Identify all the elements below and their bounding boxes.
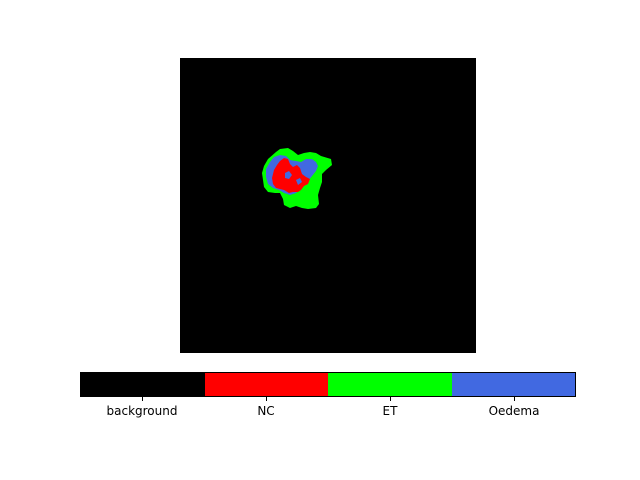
colorbar-label-cell: ET xyxy=(328,397,452,427)
colorbar-tick xyxy=(514,397,515,401)
colorbar-segment-nc xyxy=(204,373,328,396)
colorbar-label-cell: background xyxy=(80,397,204,427)
oedema-islands xyxy=(285,171,302,185)
colorbar xyxy=(80,372,576,397)
colorbar-segment-background xyxy=(81,373,205,396)
colorbar-label-oedema: Oedema xyxy=(488,404,540,418)
background-region xyxy=(180,58,476,353)
colorbar-segment-oedema xyxy=(451,373,575,396)
segmentation-image xyxy=(180,58,476,353)
colorbar-label-cell: Oedema xyxy=(452,397,576,427)
colorbar-labels: background NC ET Oedema xyxy=(80,397,576,427)
colorbar-label-cell: NC xyxy=(204,397,328,427)
colorbar-segment-et xyxy=(328,373,452,396)
colorbar-label-background: background xyxy=(106,404,178,418)
colorbar-tick xyxy=(266,397,267,401)
colorbar-label-et: ET xyxy=(382,404,398,418)
colorbar-label-nc: NC xyxy=(257,404,275,418)
colorbar-tick xyxy=(390,397,391,401)
colorbar-tick xyxy=(142,397,143,401)
